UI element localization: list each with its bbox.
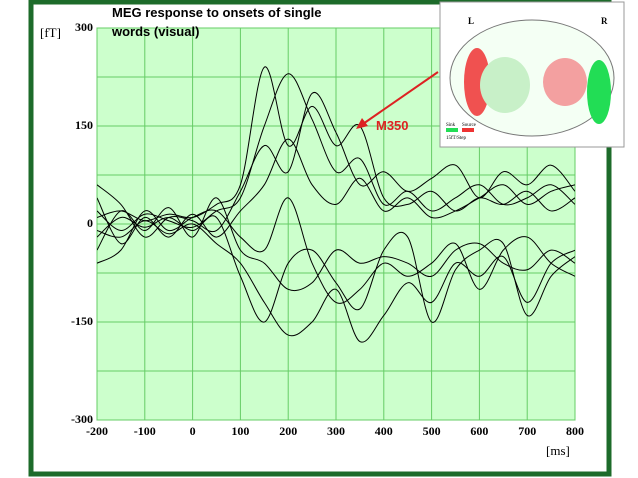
chart-title: MEG response to onsets of single bbox=[112, 5, 321, 20]
x-tick-label: 700 bbox=[518, 424, 536, 438]
arrow bbox=[359, 71, 439, 127]
inset-swatch bbox=[462, 128, 474, 132]
inset-legend: 15fT/Step bbox=[446, 136, 466, 141]
arrowhead bbox=[356, 118, 368, 129]
blob bbox=[587, 60, 611, 124]
x-tick-label: -200 bbox=[86, 424, 108, 438]
inset-legend: Source bbox=[462, 123, 477, 128]
blob bbox=[543, 58, 587, 106]
x-tick-label: -100 bbox=[134, 424, 156, 438]
inset-label: L bbox=[468, 16, 474, 26]
y-axis-label: [fT] bbox=[40, 25, 61, 40]
x-tick-label: 300 bbox=[327, 424, 345, 438]
y-tick-label: -150 bbox=[71, 314, 93, 328]
y-tick-label: 300 bbox=[75, 20, 93, 34]
trace bbox=[97, 197, 575, 292]
trace bbox=[97, 138, 575, 245]
x-axis-label: [ms] bbox=[546, 443, 570, 458]
chart-title: words (visual) bbox=[111, 24, 199, 39]
x-tick-label: 0 bbox=[190, 424, 196, 438]
x-tick-label: 500 bbox=[423, 424, 441, 438]
inset-swatch bbox=[446, 128, 458, 132]
y-tick-label: 150 bbox=[75, 118, 93, 132]
x-tick-label: 400 bbox=[375, 424, 393, 438]
trace bbox=[97, 73, 575, 232]
x-tick-label: 600 bbox=[470, 424, 488, 438]
inset-legend: Sink bbox=[446, 123, 456, 128]
trace bbox=[97, 66, 575, 222]
blob bbox=[480, 57, 530, 113]
y-tick-label: -300 bbox=[71, 412, 93, 426]
inset-label: R bbox=[601, 16, 608, 26]
x-tick-label: 100 bbox=[231, 424, 249, 438]
y-tick-label: 0 bbox=[87, 216, 93, 230]
inset: L R Sink Source 15fT/Step bbox=[439, 1, 625, 148]
trace bbox=[97, 215, 575, 323]
trace bbox=[97, 197, 575, 304]
trace bbox=[97, 92, 575, 238]
x-tick-label: 200 bbox=[279, 424, 297, 438]
annotation: M350 bbox=[376, 118, 409, 133]
x-tick-label: 800 bbox=[566, 424, 584, 438]
